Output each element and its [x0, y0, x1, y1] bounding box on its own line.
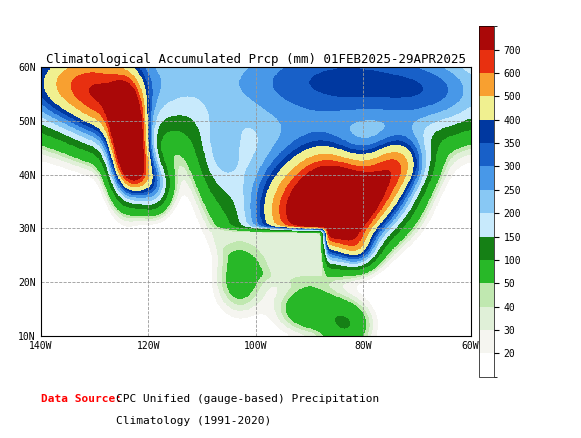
Text: Data Source:: Data Source: [41, 394, 121, 404]
Text: Climatology (1991-2020): Climatology (1991-2020) [116, 416, 271, 426]
Text: CPC Unified (gauge-based) Precipitation: CPC Unified (gauge-based) Precipitation [116, 394, 379, 404]
Title: Climatological Accumulated Prcp (mm) 01FEB2025-29APR2025: Climatological Accumulated Prcp (mm) 01F… [46, 53, 465, 66]
